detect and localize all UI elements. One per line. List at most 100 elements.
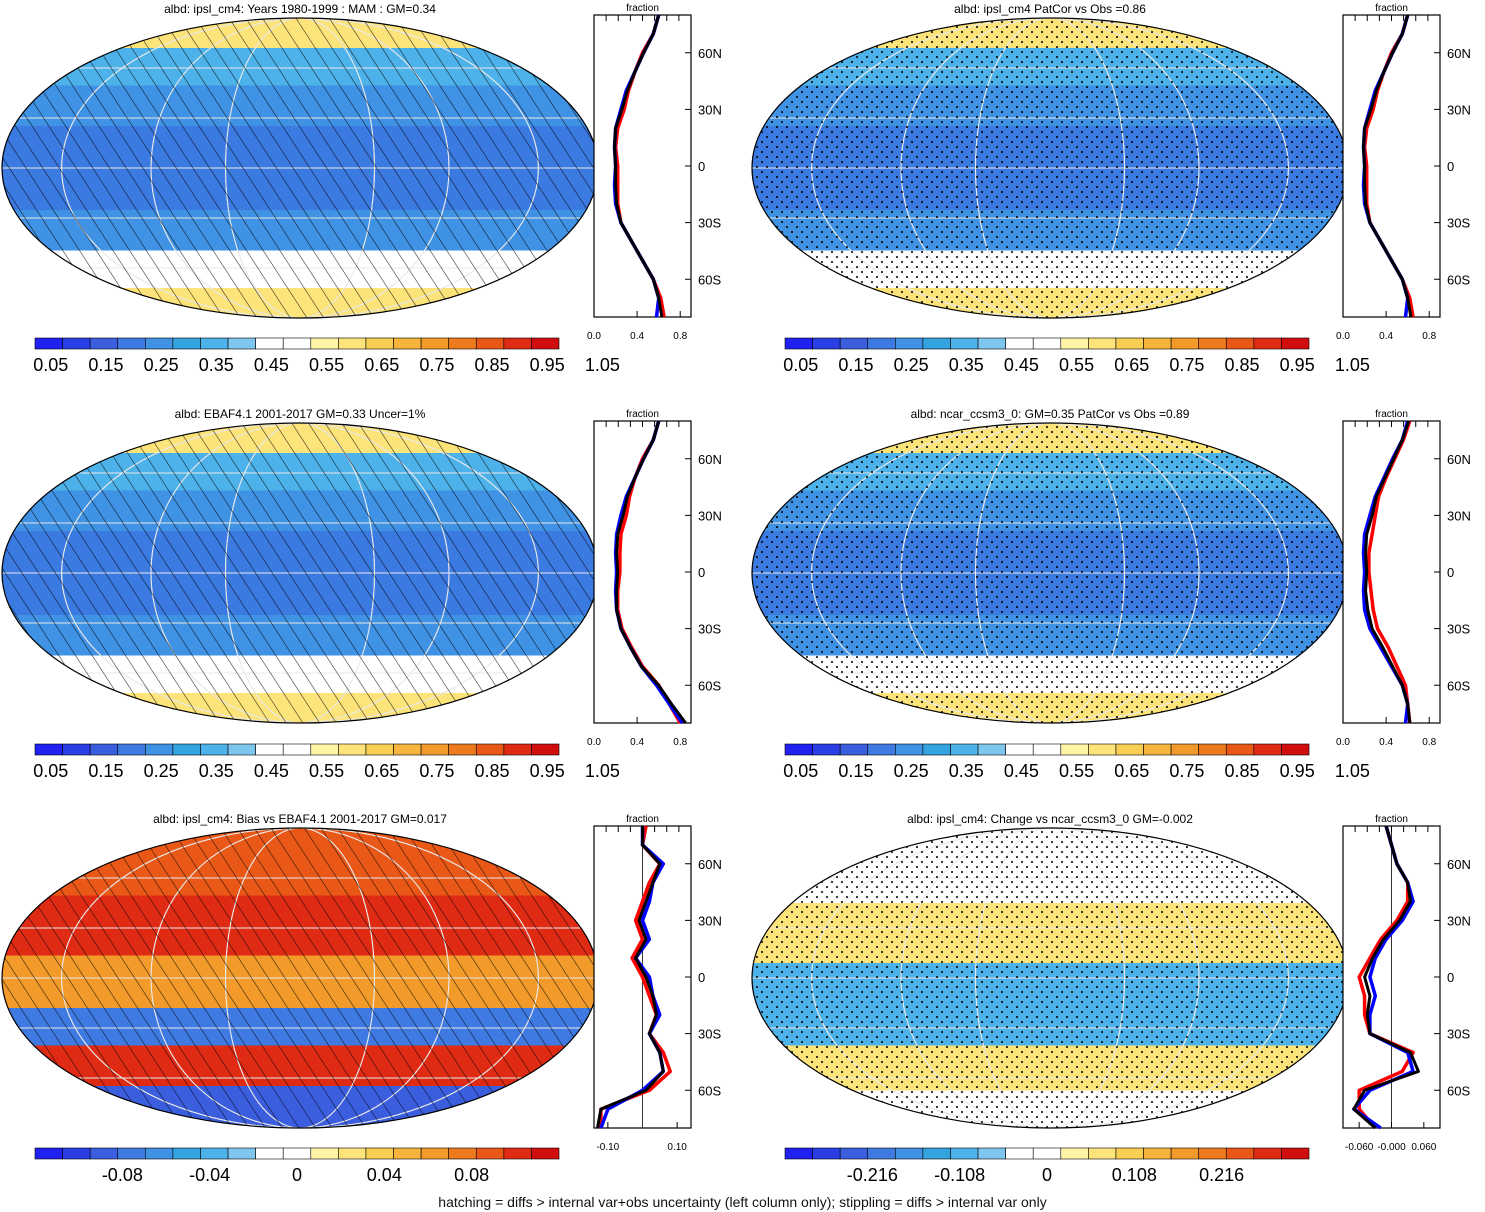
colorbar-swatch xyxy=(62,1147,91,1160)
zonal-xlabel: 0.0 xyxy=(1336,331,1350,342)
colorbar-swatch xyxy=(1281,743,1310,756)
map-field xyxy=(752,18,1348,318)
colorbar-label: 0.85 xyxy=(1225,761,1260,781)
colorbar-swatch xyxy=(393,743,422,756)
zonal-ylabel: 60S xyxy=(1447,678,1470,693)
colorbar-swatch xyxy=(145,337,174,350)
colorbar-swatch xyxy=(62,743,91,756)
panel-1: albd: ipsl_cm4: Years 1980-1999 : MAM : … xyxy=(1,2,722,375)
zonal-ylabel: 30S xyxy=(1447,622,1470,637)
colorbar-label: 0.25 xyxy=(894,355,929,375)
zonal-title: fraction xyxy=(1375,3,1408,14)
colorbar-swatch xyxy=(1281,1147,1310,1160)
colorbar-swatch xyxy=(1170,1147,1199,1160)
colorbar-swatch xyxy=(1225,337,1255,350)
colorbar-swatch xyxy=(1005,1147,1034,1160)
colorbar-swatch xyxy=(282,743,312,756)
colorbar-swatch xyxy=(227,1147,256,1160)
colorbar-label: 0.216 xyxy=(1199,1165,1244,1185)
zonal-frame xyxy=(593,14,692,318)
colorbar-swatch xyxy=(1005,337,1034,350)
colorbar-label: 0.108 xyxy=(1112,1165,1157,1185)
zonal-xlabel: 0.8 xyxy=(1422,737,1436,748)
zonal-title: fraction xyxy=(1375,409,1408,420)
colorbar-label: 1.05 xyxy=(1335,355,1370,375)
colorbar-swatch xyxy=(117,743,146,756)
colorbar-swatch xyxy=(1088,743,1117,756)
colorbar-swatch xyxy=(200,337,229,350)
colorbar: 0.05 0.15 0.25 0.35 0.45 0.55 0.65 0.75 0.85 0.95… xyxy=(33,743,620,781)
colorbar-swatch xyxy=(1032,337,1062,350)
colorbar-label: 0.35 xyxy=(949,761,984,781)
colorbar: -0.216 -0.108 0 0.108 0.216 xyxy=(784,1147,1310,1185)
zonal-xlabel: 0.8 xyxy=(673,331,687,342)
zonal-ylabel: 0 xyxy=(698,159,705,174)
colorbar-swatch xyxy=(310,337,339,350)
colorbar-swatch xyxy=(1088,1147,1117,1160)
zonal-ylabel: 0 xyxy=(1447,159,1454,174)
zonal-frame xyxy=(593,420,692,724)
colorbar-label: -0.08 xyxy=(102,1165,143,1185)
colorbar: 0.05 0.15 0.25 0.35 0.45 0.55 0.65 0.75 0.85 0.95… xyxy=(783,743,1370,781)
zonal-xlabel: 0.060 xyxy=(1411,1142,1436,1153)
zonal-series-line xyxy=(599,825,672,1128)
colorbar-label: 0.15 xyxy=(838,355,873,375)
zonal-ylabel: 60S xyxy=(698,272,721,287)
zonal-ylabel: 60S xyxy=(1447,272,1470,287)
colorbar-swatch xyxy=(1115,337,1144,350)
zonal-xlabel: 0.10 xyxy=(667,1142,687,1153)
stipple-overlay xyxy=(752,828,1348,1128)
zonal-title: fraction xyxy=(626,3,659,14)
zonal-xlabel: 0.0 xyxy=(1336,737,1350,748)
colorbar-label: 0.75 xyxy=(1169,355,1204,375)
colorbar-swatch xyxy=(503,337,532,350)
colorbar-swatch xyxy=(784,337,813,350)
colorbar-label: 0.85 xyxy=(1225,355,1260,375)
colorbar-label: 0 xyxy=(1042,1165,1052,1185)
map-field xyxy=(2,423,598,723)
colorbar-swatch xyxy=(145,743,174,756)
colorbar-swatch xyxy=(895,743,924,756)
zonal-ylabel: 30N xyxy=(1447,508,1471,523)
colorbar-swatch xyxy=(1032,1147,1062,1160)
zonal-ylabel: 60N xyxy=(1447,452,1471,467)
colorbar-swatch xyxy=(255,337,284,350)
colorbar-swatch xyxy=(922,337,951,350)
zonal-xlabel: 0.0 xyxy=(587,737,601,748)
colorbar-label: 0.65 xyxy=(1114,355,1149,375)
colorbar-swatch xyxy=(895,1147,924,1160)
colorbar-label: 0.05 xyxy=(33,761,68,781)
zonal-ylabel: 60N xyxy=(1447,46,1471,61)
colorbar-swatch xyxy=(839,337,869,350)
zonal-series-line xyxy=(1362,14,1413,318)
colorbar-label: 0.45 xyxy=(1004,355,1039,375)
colorbar-swatch xyxy=(503,1147,532,1160)
map-field xyxy=(2,828,598,1128)
colorbar-label: 0.08 xyxy=(454,1165,489,1185)
colorbar-swatch xyxy=(977,1147,1006,1160)
colorbar-swatch xyxy=(255,1147,284,1160)
colorbar-swatch xyxy=(1060,743,1089,756)
zonal-mean-panel: fraction 60N 30N 0 30S 60S 0.0 0.4 0.8 xyxy=(587,3,722,342)
colorbar-label: 0.65 xyxy=(1114,761,1149,781)
colorbar-label: 0.75 xyxy=(419,761,454,781)
colorbar-swatch xyxy=(977,743,1006,756)
map-title: albd: ncar_ccsm3_0: GM=0.35 PatCor vs Ob… xyxy=(911,407,1190,421)
zonal-frame xyxy=(1342,14,1441,318)
colorbar-label: 0.55 xyxy=(1059,761,1094,781)
colorbar-swatch xyxy=(338,337,367,350)
colorbar-swatch xyxy=(227,743,256,756)
colorbar-swatch xyxy=(282,1147,312,1160)
colorbar-label: 0.25 xyxy=(144,355,179,375)
zonal-mean-panel: fraction 60N 30N 0 30S 60S 0.0 0.4 0.8 xyxy=(1336,3,1471,342)
map-field xyxy=(2,18,598,318)
colorbar-swatch xyxy=(475,743,505,756)
zonal-ylabel: 30S xyxy=(1447,1027,1470,1042)
colorbar-swatch xyxy=(531,1147,560,1160)
colorbar-label: 0.75 xyxy=(419,355,454,375)
colorbar-swatch xyxy=(89,1147,119,1160)
colorbar-swatch xyxy=(393,337,422,350)
colorbar-swatch xyxy=(531,337,560,350)
colorbar-swatch xyxy=(475,337,505,350)
zonal-title: fraction xyxy=(626,409,659,420)
